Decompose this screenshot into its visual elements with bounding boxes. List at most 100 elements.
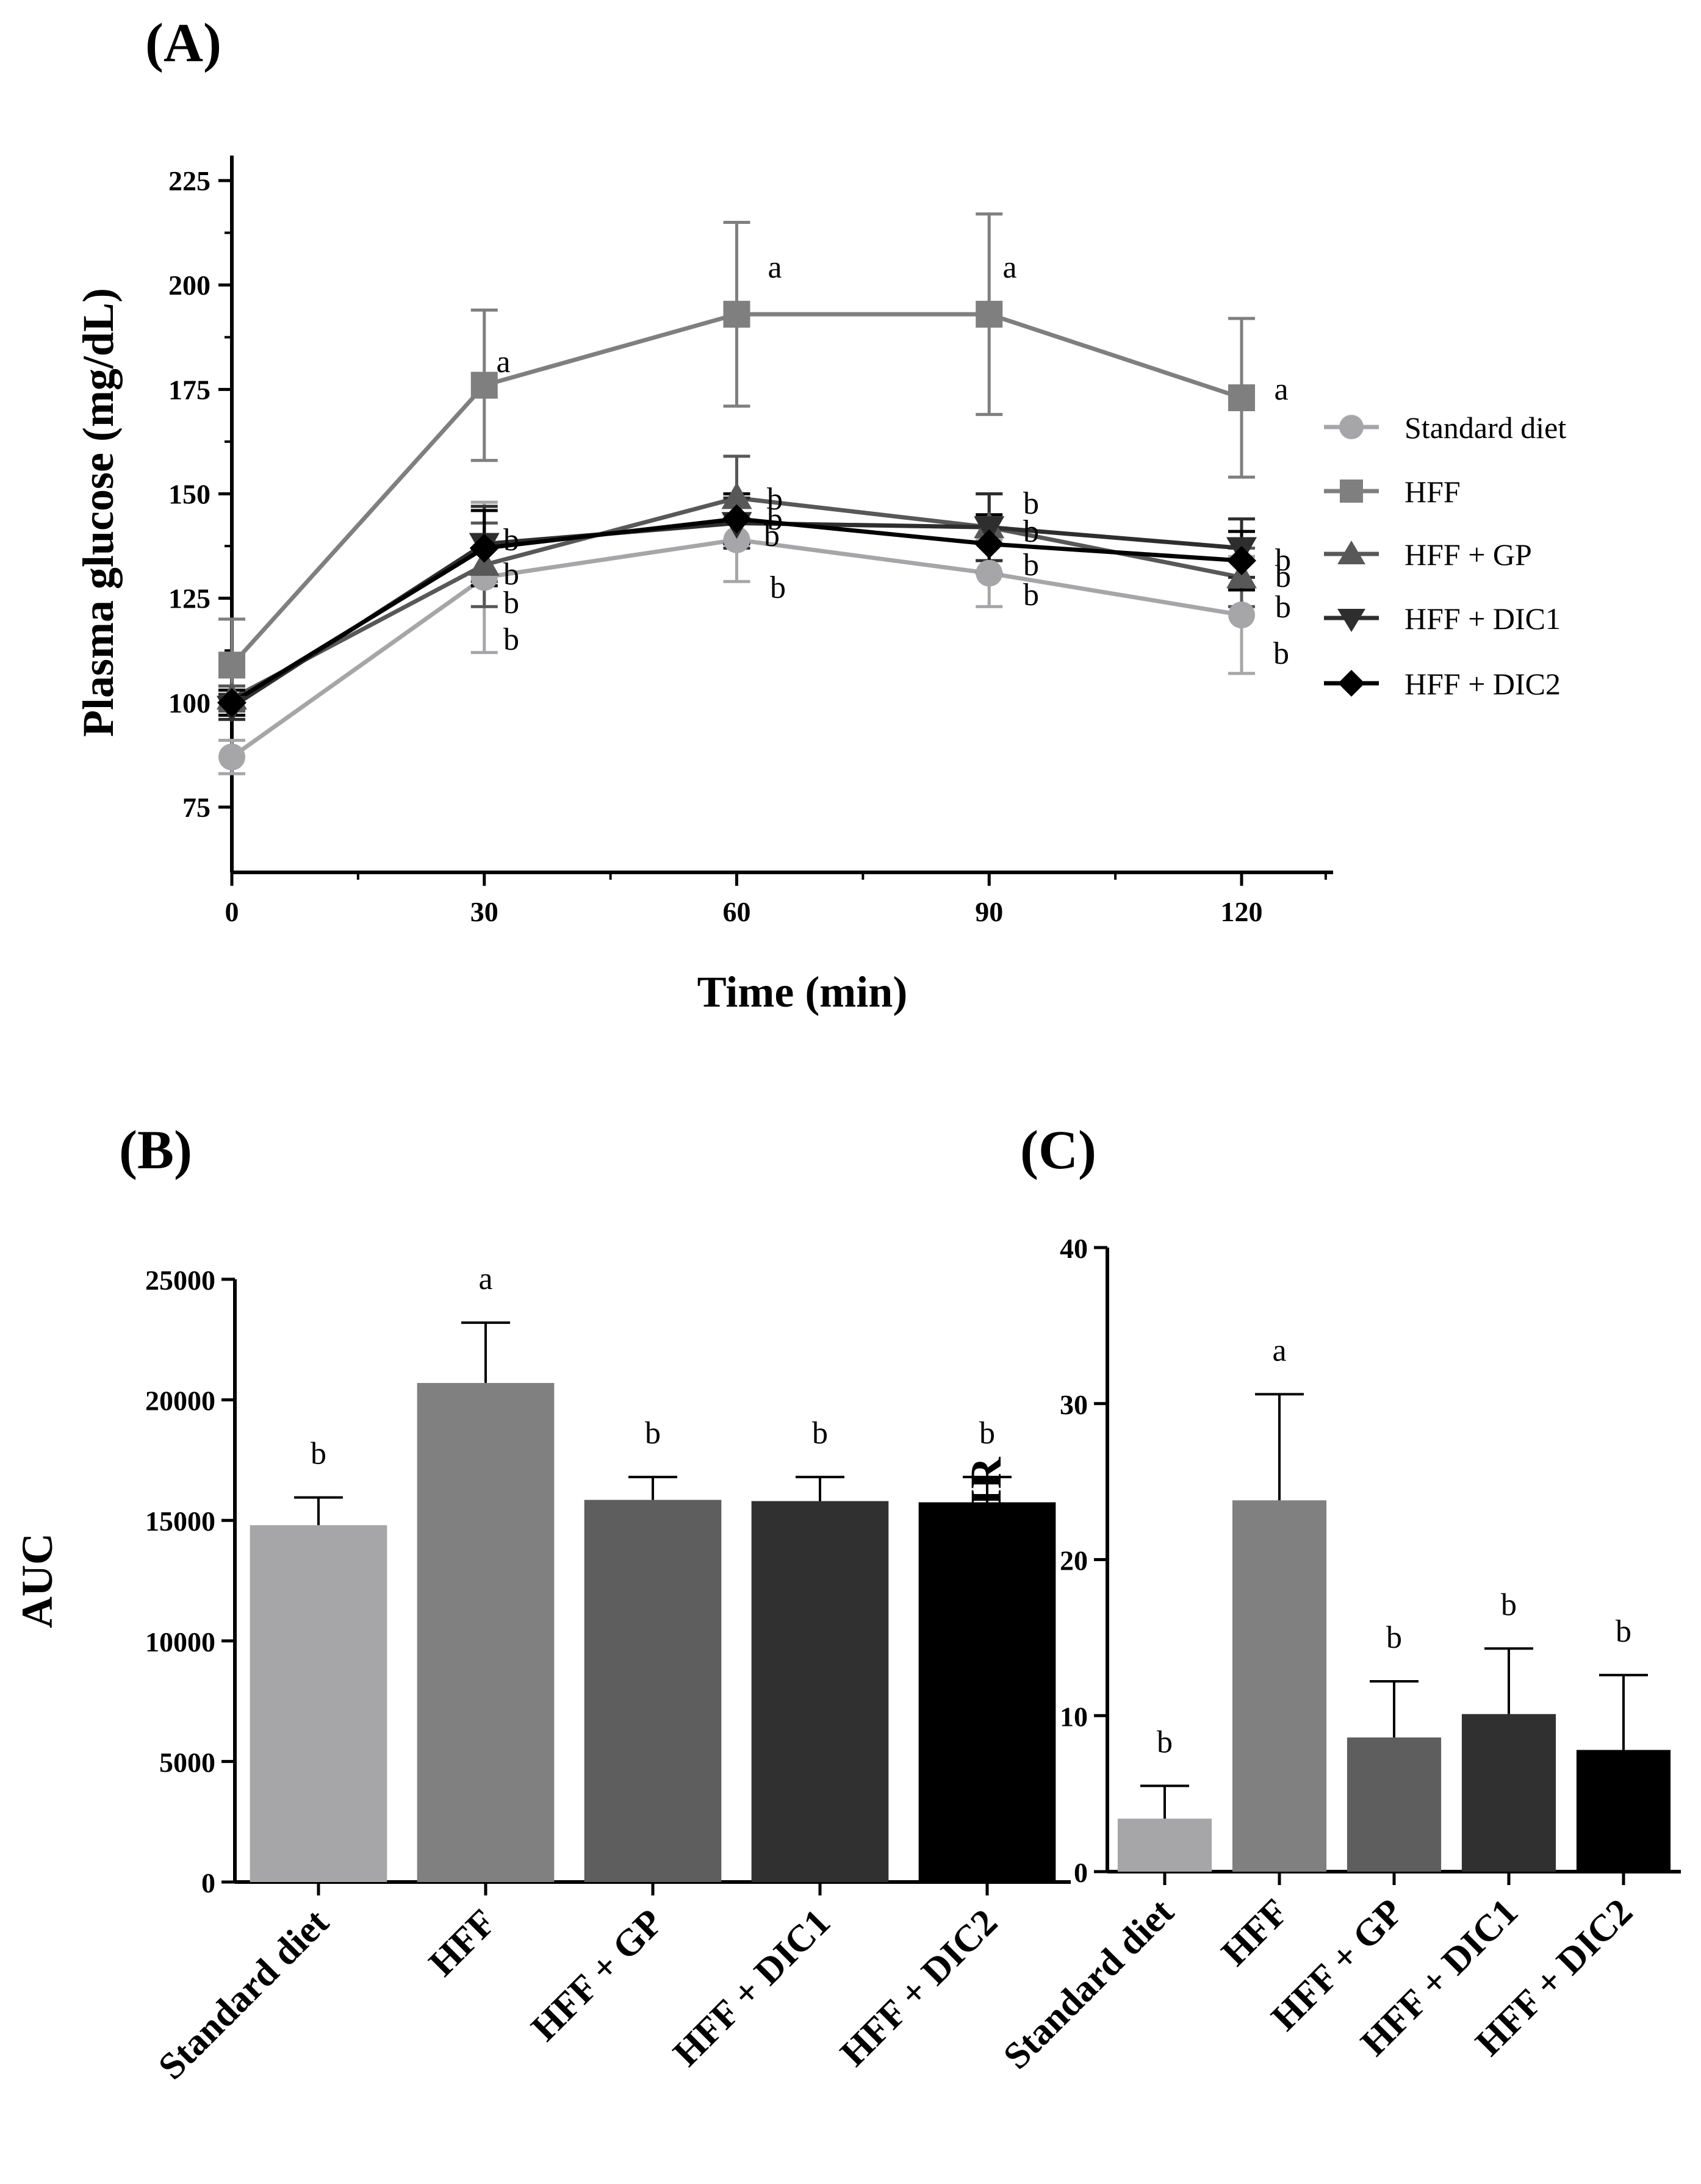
y-tick-label: 20 (1060, 1545, 1088, 1576)
bar (1576, 1750, 1671, 1872)
y-tick-label: 200 (168, 270, 210, 301)
significance-label: b (1273, 636, 1289, 671)
significance-label: b (1023, 578, 1039, 612)
triangle-down-marker-icon (1337, 609, 1365, 632)
significance-label: a (768, 250, 782, 285)
panel-a-letter: (A) (145, 13, 221, 73)
panel-a-x-axis-title: Time (min) (697, 968, 908, 1016)
data-point-triangle-up (721, 482, 752, 509)
significance-label: b (770, 570, 786, 605)
legend-label: HFF (1404, 475, 1461, 509)
x-tick-label: 30 (470, 896, 498, 927)
significance-label: b (1386, 1620, 1402, 1655)
triangle-up-marker-icon (1337, 541, 1365, 564)
significance-label: a (496, 345, 510, 379)
bar (417, 1382, 555, 1882)
data-point-circle (723, 526, 750, 553)
data-point-circle (1228, 602, 1255, 629)
y-tick-label: 5000 (159, 1747, 215, 1778)
significance-label: b (767, 502, 783, 537)
legend-entry-standard-diet: Standard diet (1324, 411, 1566, 445)
legend-label: HFF + DIC2 (1404, 667, 1561, 701)
y-tick-label: 175 (168, 374, 210, 405)
y-tick-label: 10000 (145, 1626, 215, 1658)
data-point-square (1228, 384, 1255, 412)
panel-b-y-axis: 0 5000 10000 15000 20000 25000 (145, 1265, 237, 1898)
significance-label: b (1275, 559, 1291, 594)
data-point-diamond (469, 533, 499, 563)
panel-b-letter: (B) (119, 1120, 192, 1180)
significance-label: a (1272, 1333, 1286, 1368)
significance-label: b (1023, 548, 1039, 583)
y-tick-label: 0 (1074, 1857, 1088, 1888)
bar (918, 1502, 1056, 1882)
panel-a-x-axis: 0 30 60 90 120 (225, 871, 1333, 927)
data-point-square (470, 372, 498, 399)
legend-label: Standard diet (1404, 411, 1566, 445)
significance-label: b (1275, 543, 1291, 578)
data-point-circle (976, 559, 1003, 587)
significance-label: b (503, 523, 519, 558)
bar (1232, 1500, 1327, 1872)
x-tick-label: 90 (975, 896, 1003, 927)
legend-entry-hff-dic1: HFF + DIC1 (1324, 602, 1561, 636)
panel-c-letter: (C) (1020, 1120, 1096, 1180)
x-category-label: Standard diet (151, 1902, 337, 2088)
y-tick-label: 15000 (145, 1506, 215, 1537)
x-tick-label: 60 (723, 896, 751, 927)
x-category-label: HFF + DIC1 (666, 1902, 838, 2074)
x-category-label: HFF + DIC2 (833, 1902, 1005, 2074)
data-point-square (218, 652, 245, 679)
x-tick-label: 0 (225, 896, 239, 927)
x-category-label: HFF (1214, 1891, 1296, 1974)
data-point-square (976, 301, 1003, 328)
legend-entry-hff-gp: HFF + GP (1324, 537, 1532, 572)
panel-b-y-axis-title: AUC (13, 1533, 62, 1628)
y-tick-label: 20000 (145, 1385, 215, 1417)
panel-b-bar-chart: (B) 0 5000 10000 15000 20000 25000 Standard d… (13, 1120, 1071, 2088)
significance-label: b (503, 586, 519, 620)
significance-label: b (1501, 1587, 1517, 1622)
significance-label: a (478, 1262, 492, 1296)
panel-c-y-axis-title: HOMA-IR (962, 1457, 1010, 1662)
circle-marker-icon (1339, 415, 1364, 439)
significance-label: b (1275, 590, 1291, 625)
series-markers (217, 504, 1256, 717)
y-tick-label: 10 (1060, 1701, 1088, 1732)
y-tick-label: 40 (1060, 1233, 1088, 1264)
data-point-diamond (1227, 546, 1256, 576)
legend-entry-hff-dic2: HFF + DIC2 (1324, 667, 1561, 701)
significance-label: b (979, 1416, 995, 1451)
x-category-label: HFF + GP (523, 1902, 671, 2049)
legend-label: HFF + GP (1404, 537, 1532, 572)
significance-label: b (812, 1416, 828, 1451)
data-point-diamond (974, 529, 1004, 559)
x-tick-label: 120 (1221, 896, 1263, 927)
bar (584, 1500, 722, 1882)
data-point-diamond (722, 504, 752, 534)
panel-c-bars: b a b b b (1117, 1333, 1671, 1872)
bar (1461, 1714, 1556, 1872)
data-point-square (723, 301, 750, 328)
panel-a-y-axis: 75 100 125 150 175 200 225 (168, 156, 234, 872)
x-category-label: HFF (421, 1902, 504, 1985)
diamond-marker-icon (1338, 670, 1365, 697)
square-marker-icon (1340, 480, 1363, 503)
panel-c-y-axis: 0 10 20 30 40 (1060, 1233, 1109, 1888)
significance-label: a (1274, 372, 1288, 407)
panel-a-legend: Standard diet HFF HFF + GP HFF + DIC1 HF (1324, 411, 1566, 701)
bar (1117, 1819, 1212, 1872)
y-tick-label: 25000 (145, 1265, 215, 1296)
y-tick-label: 125 (168, 583, 210, 614)
y-tick-label: 150 (168, 479, 210, 510)
significance-label: b (503, 557, 519, 592)
significance-label: a (1002, 250, 1016, 285)
x-category-label: Standard diet (996, 1891, 1182, 2077)
panel-a-y-axis-title: Plasma glucose (mg/dL) (74, 288, 123, 737)
significance-label: b (645, 1416, 661, 1451)
